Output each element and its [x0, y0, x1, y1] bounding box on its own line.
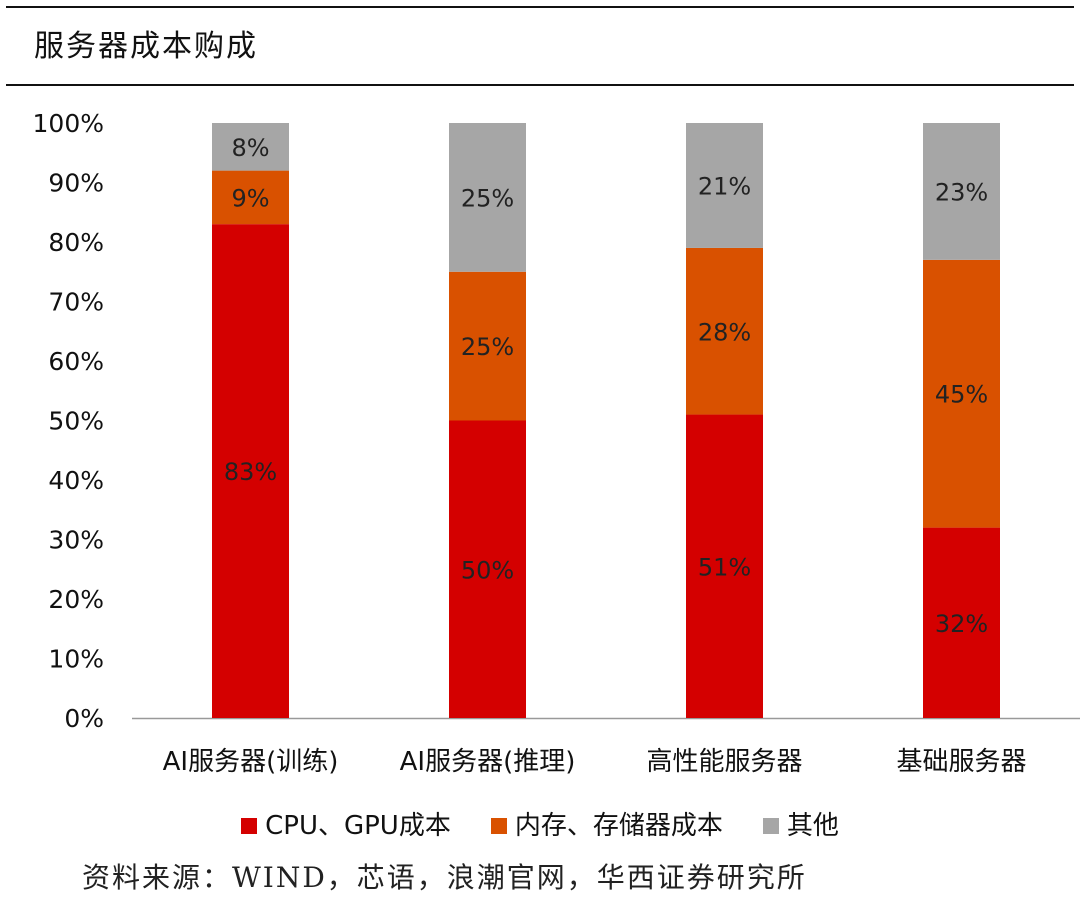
bar-other: [923, 123, 1000, 260]
legend-item-other: 其他: [762, 808, 839, 844]
legend-swatch-cpu-gpu: [241, 818, 258, 834]
legend-label-other: 其他: [786, 811, 839, 841]
data-label-other: 23%: [935, 178, 988, 206]
bar-cpu-gpu: [449, 420, 526, 718]
data-label-other: 25%: [461, 184, 514, 212]
legend-swatch-other: [762, 818, 779, 834]
x-category-label: AI服务器(推理): [400, 747, 576, 777]
data-label-other: 8%: [231, 134, 269, 162]
data-label-memory-storage: 9%: [231, 184, 269, 212]
bar-memory-storage: [212, 170, 289, 225]
bar-other: [212, 123, 289, 171]
legend-item-cpu-gpu: CPU、GPU成本: [241, 808, 451, 844]
data-label-memory-storage: 45%: [935, 381, 988, 409]
bar-other: [449, 123, 526, 272]
y-tick-label: 50%: [48, 407, 104, 436]
title-rule: [6, 84, 1074, 86]
bar-memory-storage: [449, 271, 526, 421]
data-label-memory-storage: 25%: [461, 333, 514, 361]
bar-cpu-gpu: [212, 224, 289, 718]
data-label-memory-storage: 28%: [698, 318, 751, 346]
legend-label-cpu-gpu: CPU、GPU成本: [265, 811, 451, 841]
y-tick-label: 100%: [33, 109, 104, 138]
data-label-cpu-gpu: 32%: [935, 610, 988, 638]
bar-cpu-gpu: [686, 414, 763, 718]
y-tick-label: 60%: [48, 347, 104, 376]
legend: CPU、GPU成本 内存、存储器成本 其他: [0, 808, 1080, 844]
data-label-cpu-gpu: 50%: [461, 556, 514, 584]
y-tick-label: 10%: [48, 645, 104, 674]
bar-memory-storage: [923, 259, 1000, 528]
bar-other: [686, 123, 763, 248]
x-category-label: 基础服务器: [896, 747, 1026, 777]
data-label-other: 21%: [698, 172, 751, 200]
top-rule: [6, 6, 1074, 8]
bar-memory-storage: [686, 247, 763, 415]
stacked-bar-chart: 0% 10% 20% 30% 40% 50% 60% 70% 80% 90% 100% 83% 9% 8%…: [33, 109, 1080, 777]
legend-swatch-memory-storage: [490, 818, 507, 834]
chart-title: 服务器成本购成: [34, 29, 258, 64]
data-label-cpu-gpu: 83%: [224, 458, 277, 486]
legend-item-memory-storage: 内存、存储器成本: [490, 808, 723, 844]
source-note: 资料来源：WIND，芯语，浪潮官网，华西证券研究所: [82, 861, 807, 894]
x-category-label: AI服务器(训练): [163, 747, 339, 777]
y-tick-label: 20%: [48, 585, 104, 614]
y-tick-label: 40%: [48, 466, 104, 495]
y-tick-label: 80%: [48, 228, 104, 257]
x-category-label: 高性能服务器: [646, 747, 802, 777]
y-tick-label: 90%: [48, 169, 104, 198]
y-tick-label: 70%: [48, 288, 104, 317]
data-label-cpu-gpu: 51%: [698, 553, 751, 581]
bar-cpu-gpu: [923, 527, 1000, 718]
y-tick-label: 30%: [48, 526, 104, 555]
legend-label-memory-storage: 内存、存储器成本: [514, 811, 723, 841]
y-tick-label: 0%: [64, 704, 104, 733]
